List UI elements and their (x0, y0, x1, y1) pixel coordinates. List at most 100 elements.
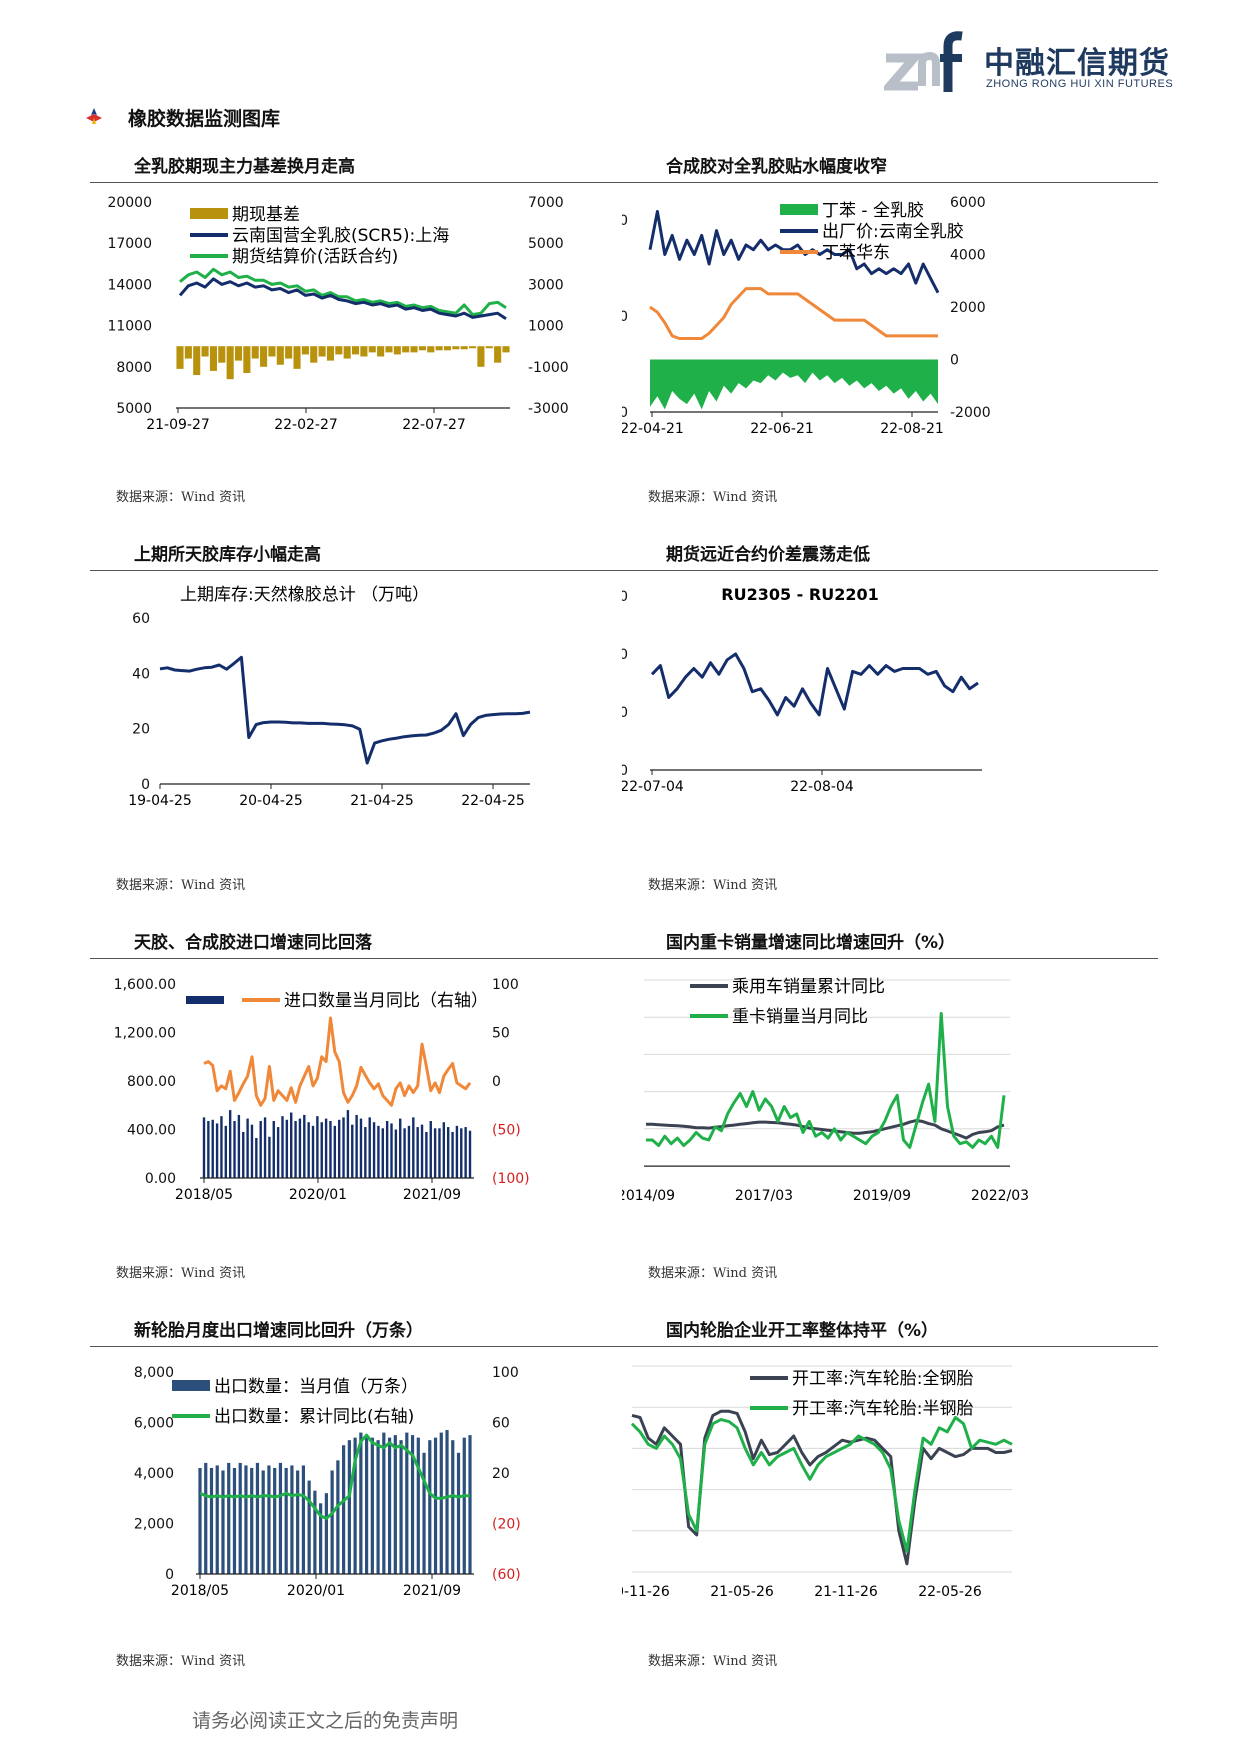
title-divider (622, 958, 1158, 959)
section-title: 橡胶数据监测图库 (128, 108, 281, 130)
y-tick-label: 300 (622, 589, 628, 605)
import-bar (464, 1127, 467, 1178)
chart-panel-7: 新轮胎月度出口增速同比回升（万条） 8,000 6,000 4,000 2,000 0 1… (90, 1316, 626, 1696)
legend-label: 期现基差 (232, 205, 300, 225)
y-tick-label: 14000 (107, 277, 152, 293)
chart-synthetic-spread: 14000 12000 10000 6000 4000 2000 0 -2000 22-04-2… (622, 195, 991, 437)
y-tick-label: 8000 (116, 360, 152, 376)
title-divider (622, 570, 1158, 571)
export-bar (336, 1460, 340, 1574)
import-bar (468, 1130, 472, 1178)
basis-bar (427, 346, 435, 353)
import-bar (272, 1121, 275, 1178)
x-tick-label: 22-05-26 (918, 1584, 982, 1600)
y2-tick-label: (60) (492, 1567, 521, 1583)
basis-bar (176, 346, 184, 369)
heavy-truck-line (646, 1012, 1006, 1149)
y2-tick-label: (50) (492, 1123, 521, 1139)
import-bar (211, 1119, 214, 1178)
import-bar (412, 1117, 415, 1178)
basis-bar (218, 346, 226, 363)
chart-title: 新轮胎月度出口增速同比回升（万条） (134, 1321, 423, 1341)
chart-panel-4: 期货远近合约价差震荡走低 300 200 100 022-07-04 22-08-04 R… (622, 540, 1158, 920)
legend-label: 开工率:汽车轮胎:半钢胎 (792, 1399, 973, 1419)
x-tick-label: 22-02-27 (274, 417, 338, 433)
y2-tick-label: 4000 (950, 248, 986, 264)
import-bar (359, 1118, 363, 1178)
import-bar (228, 1110, 232, 1178)
legend-label: 期货结算价(活跃合约) (232, 247, 398, 267)
factory-price-line (648, 210, 940, 294)
basis-bar (318, 346, 326, 357)
import-bar (333, 1125, 337, 1178)
basis-bar (268, 346, 276, 357)
y2-tick-label: 6000 (950, 195, 986, 211)
export-bar (313, 1490, 317, 1574)
export-bar (399, 1440, 403, 1574)
x-tick-label: 22-07-04 (622, 779, 684, 795)
y2-tick-label: 60 (492, 1416, 510, 1432)
x-tick-label: 22-07-27 (402, 417, 466, 433)
y-tick-label: 800.00 (127, 1074, 176, 1090)
basis-bar (460, 346, 468, 350)
basis-bar (494, 346, 502, 363)
export-bar (250, 1467, 254, 1574)
legend-label: 丁苯华东 (822, 243, 890, 263)
import-bar (342, 1117, 345, 1178)
export-bar (410, 1435, 415, 1574)
data-source: 数据来源：Wind 资讯 (116, 1654, 246, 1669)
basis-bar (368, 346, 376, 353)
title-divider (90, 1346, 626, 1347)
title-divider (90, 570, 626, 571)
y-tick-label: 5000 (116, 401, 152, 417)
y-tick-label: 0 (165, 1567, 174, 1583)
y2-tick-label: 3000 (528, 277, 564, 293)
chart-title: 上期所天胶库存小幅走高 (134, 545, 321, 565)
export-bar (330, 1470, 334, 1574)
import-bar (242, 1131, 245, 1178)
basis-bar (234, 346, 243, 361)
import-bar (294, 1121, 297, 1178)
export-bar (301, 1465, 306, 1574)
basis-bar (343, 346, 351, 359)
y-tick-label: 200 (622, 647, 628, 663)
y2-tick-label: 0 (950, 353, 959, 369)
legend-label: 丁苯 - 全乳胶 (822, 201, 924, 221)
basis-bar (360, 346, 368, 357)
import-bar (446, 1127, 450, 1178)
import-bar (263, 1117, 267, 1178)
import-bar (320, 1122, 323, 1178)
legend-label: 出口数量：累计同比(右轴) (214, 1407, 414, 1427)
import-bar (455, 1125, 459, 1178)
basis-bar (260, 346, 268, 367)
x-tick-label: 2019/09 (853, 1188, 911, 1204)
basis-bar (293, 346, 301, 369)
x-tick-label: 22-04-21 (622, 421, 684, 437)
import-bar (438, 1128, 441, 1178)
contract-spread-line (650, 652, 979, 717)
x-tick-label: 22-04-25 (461, 793, 525, 809)
y-tick-label: 12000 (622, 309, 628, 325)
export-bar (273, 1467, 277, 1574)
export-bar (376, 1440, 380, 1574)
import-bar (281, 1116, 284, 1178)
export-bar (221, 1470, 225, 1574)
export-bar (209, 1467, 214, 1574)
import-bar (429, 1121, 432, 1178)
x-tick-label: 2014/09 (622, 1188, 675, 1204)
basis-bar (443, 346, 452, 351)
basis-bar (243, 346, 251, 373)
x-tick-label: 20-04-25 (239, 793, 303, 809)
y2-tick-label: 100 (492, 977, 519, 993)
all-steel-tyre-line (631, 1409, 1013, 1566)
import-bar (303, 1114, 306, 1178)
legend-swatch (172, 1380, 210, 1391)
y-tick-label: 1,600.00 (114, 977, 176, 993)
x-tick-label: 2018/05 (175, 1187, 233, 1203)
export-cum-yoy-line (199, 1433, 470, 1520)
export-bar (347, 1440, 351, 1574)
import-bar (416, 1127, 419, 1178)
basis-bar (393, 346, 401, 355)
chart-truck-sales: 4003002001000(100)2014/092017/032019/092… (622, 977, 1029, 1204)
import-bar (355, 1114, 358, 1178)
